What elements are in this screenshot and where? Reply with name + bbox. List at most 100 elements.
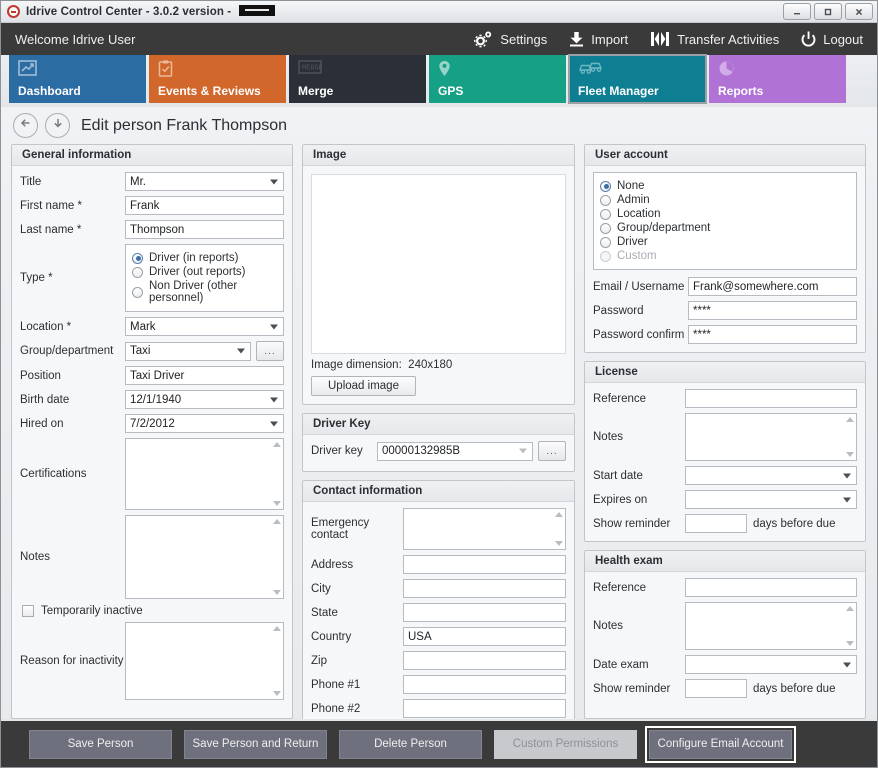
health-notes-textarea[interactable] bbox=[685, 602, 857, 650]
vehicles-icon bbox=[578, 60, 698, 78]
health-date-exam-select[interactable] bbox=[685, 655, 857, 674]
custom-permissions-button: Custom Permissions bbox=[494, 729, 637, 759]
temporarily-inactive-checkbox[interactable]: Temporarily inactive bbox=[22, 605, 284, 617]
role-option-location[interactable]: Location bbox=[600, 208, 850, 220]
nav-tab-dashboard[interactable]: Dashboard bbox=[9, 55, 146, 103]
settings-button[interactable]: Settings bbox=[473, 31, 547, 48]
license-reference-input[interactable] bbox=[685, 389, 857, 408]
group-department-select[interactable]: Taxi bbox=[125, 341, 251, 361]
state-input[interactable] bbox=[403, 603, 566, 622]
save-person-button[interactable]: Save Person bbox=[29, 729, 172, 759]
birth-date-select[interactable]: 12/1/1940 bbox=[125, 390, 284, 409]
upload-image-button[interactable]: Upload image bbox=[311, 376, 416, 396]
configure-email-account-button[interactable]: Configure Email Account bbox=[645, 725, 796, 763]
nav-tab-events-reviews-label: Events & Reviews bbox=[158, 84, 261, 98]
type-option-non-driver[interactable]: Non Driver (other personnel) bbox=[132, 280, 277, 304]
type-option-driver-out-reports[interactable]: Driver (out reports) bbox=[132, 266, 277, 278]
clipboard-check-icon bbox=[158, 60, 278, 78]
health-reference-row: Reference bbox=[593, 578, 857, 597]
image-dimension-value: 240x180 bbox=[408, 359, 453, 371]
phone2-input[interactable] bbox=[403, 699, 566, 718]
city-input[interactable] bbox=[403, 579, 566, 598]
license-notes-textarea[interactable] bbox=[685, 413, 857, 461]
license-reminder-row: Show reminder days before due bbox=[593, 514, 857, 533]
title-label: Title bbox=[20, 175, 42, 188]
certifications-textarea[interactable] bbox=[125, 438, 284, 510]
role-option-admin[interactable]: Admin bbox=[600, 194, 850, 206]
transfer-activities-label: Transfer Activities bbox=[677, 31, 780, 47]
delete-person-button[interactable]: Delete Person bbox=[339, 729, 482, 759]
user-account-heading: User account bbox=[585, 145, 865, 166]
location-select[interactable]: Mark bbox=[125, 317, 284, 336]
country-label: Country bbox=[311, 630, 352, 643]
health-reference-label: Reference bbox=[593, 581, 647, 594]
notes-row: Notes bbox=[20, 515, 284, 599]
reason-for-inactivity-textarea[interactable] bbox=[125, 622, 284, 700]
type-label: Type * bbox=[20, 272, 53, 284]
position-label: Position bbox=[20, 369, 61, 382]
email-input[interactable] bbox=[688, 277, 857, 296]
close-icon bbox=[855, 8, 863, 15]
gear-icon bbox=[473, 31, 493, 48]
nav-tab-reports[interactable]: Reports bbox=[709, 55, 846, 103]
window-title-text: Idrive Control Center - 3.0.2 version - bbox=[26, 6, 235, 18]
password-confirm-input[interactable] bbox=[688, 325, 857, 344]
maximize-button[interactable] bbox=[814, 3, 842, 20]
role-option-driver[interactable]: Driver bbox=[600, 236, 850, 248]
nav-tab-merge[interactable]: MERGE Merge bbox=[289, 55, 426, 103]
emergency-contact-textarea[interactable] bbox=[403, 508, 566, 550]
logout-button[interactable]: Logout bbox=[801, 31, 863, 47]
driver-key-more-button[interactable]: ... bbox=[538, 441, 566, 461]
position-input[interactable] bbox=[125, 366, 284, 385]
health-notes-row: Notes bbox=[593, 602, 857, 650]
state-row: State bbox=[311, 603, 566, 622]
close-button[interactable] bbox=[845, 3, 873, 20]
last-name-input[interactable] bbox=[125, 220, 284, 239]
role-option-group-department[interactable]: Group/department bbox=[600, 222, 850, 234]
driver-key-select[interactable]: 00000132985B bbox=[377, 441, 533, 461]
nav-tab-events-reviews[interactable]: Events & Reviews bbox=[149, 55, 286, 103]
health-reference-input[interactable] bbox=[685, 578, 857, 597]
zip-input[interactable] bbox=[403, 651, 566, 670]
address-input[interactable] bbox=[403, 555, 566, 574]
down-button[interactable] bbox=[45, 113, 70, 138]
license-start-date-select[interactable] bbox=[685, 466, 857, 485]
nav-tab-gps[interactable]: GPS bbox=[429, 55, 566, 103]
country-input[interactable] bbox=[403, 627, 566, 646]
role-option-label: Driver bbox=[617, 236, 648, 248]
nav-tab-fleet-manager-label: Fleet Manager bbox=[578, 84, 659, 98]
phone1-input[interactable] bbox=[403, 675, 566, 694]
role-option-none[interactable]: None bbox=[600, 180, 850, 192]
phone2-row: Phone #2 bbox=[311, 699, 566, 718]
save-person-and-return-button[interactable]: Save Person and Return bbox=[184, 729, 327, 759]
import-label: Import bbox=[591, 31, 629, 47]
title-select-value: Mr. bbox=[130, 175, 146, 188]
password-input[interactable] bbox=[688, 301, 857, 320]
hired-on-select[interactable]: 7/2/2012 bbox=[125, 414, 284, 433]
title-select[interactable]: Mr. bbox=[125, 172, 284, 191]
nav-tab-fleet-manager[interactable]: Fleet Manager bbox=[568, 54, 707, 104]
first-name-input[interactable] bbox=[125, 196, 284, 215]
radio-icon bbox=[132, 252, 143, 264]
health-reminder-input[interactable] bbox=[685, 679, 747, 698]
pie-chart-icon bbox=[718, 60, 838, 78]
back-button[interactable] bbox=[13, 113, 38, 138]
transfer-activities-button[interactable]: Transfer Activities bbox=[650, 31, 779, 47]
emergency-contact-row: Emergency contact bbox=[311, 508, 566, 550]
license-body: Reference Notes Start date bbox=[585, 383, 865, 541]
notes-textarea[interactable] bbox=[125, 515, 284, 599]
phone1-row: Phone #1 bbox=[311, 675, 566, 694]
license-reminder-input[interactable] bbox=[685, 514, 747, 533]
zip-label: Zip bbox=[311, 654, 327, 667]
address-label: Address bbox=[311, 558, 354, 571]
type-option-driver-in-reports[interactable]: Driver (in reports) bbox=[132, 252, 277, 264]
driver-key-value: 00000132985B bbox=[382, 445, 461, 457]
minimize-button[interactable] bbox=[783, 3, 811, 20]
health-notes-label: Notes bbox=[593, 620, 624, 632]
logout-label: Logout bbox=[823, 31, 863, 47]
license-notes-row: Notes bbox=[593, 413, 857, 461]
group-department-more-button[interactable]: ... bbox=[256, 341, 284, 361]
import-button[interactable]: Import bbox=[569, 31, 628, 47]
arrow-down-circle-icon bbox=[51, 116, 65, 135]
license-expires-select[interactable] bbox=[685, 490, 857, 509]
